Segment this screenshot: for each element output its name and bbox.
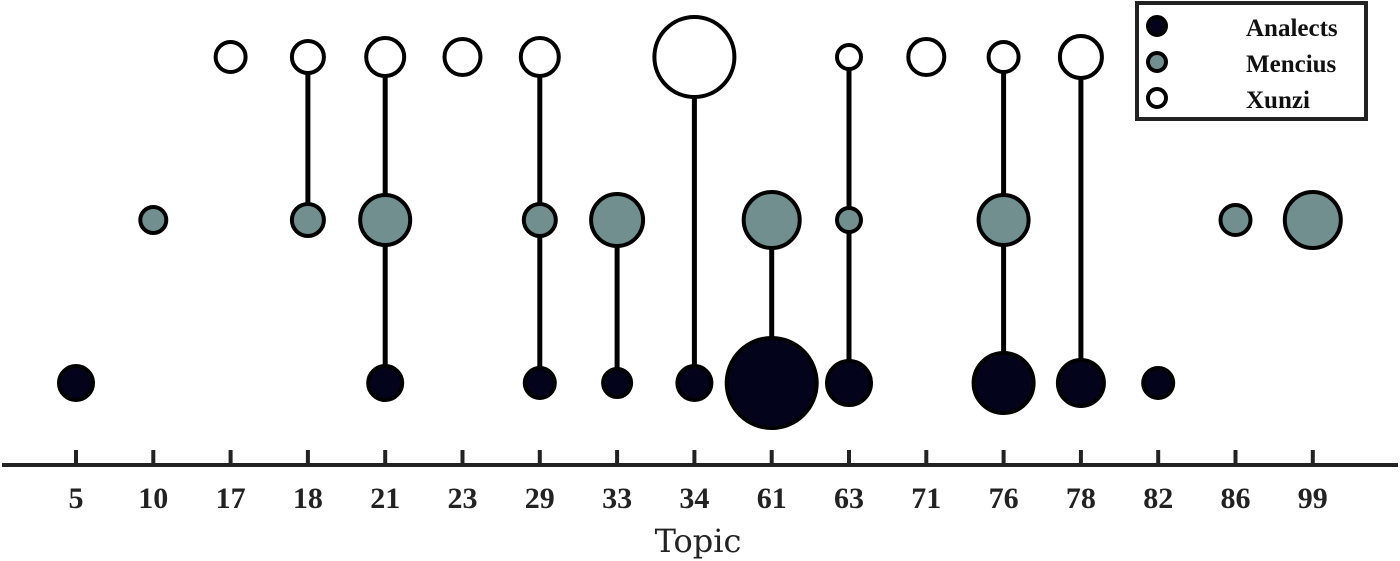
legend: Analects Mencius Xunzi	[1135, 1, 1368, 121]
connection-stems	[305, 57, 1084, 383]
legend-label-xunzi: Xunzi	[1246, 87, 1310, 114]
bubble-mencius	[521, 202, 558, 238]
legend-box	[1135, 1, 1368, 121]
bubble-mencius	[1218, 203, 1253, 237]
bubble-mencius	[589, 192, 646, 248]
x-tick-label: 23	[448, 482, 478, 515]
bubble-mencius	[289, 202, 326, 238]
legend-label-mencius: Mencius	[1246, 51, 1337, 78]
bubble-xunzi	[986, 40, 1021, 74]
legend-label-analects: Analects	[1246, 15, 1338, 42]
legend-marker-xunzi	[1146, 87, 1168, 109]
bubble-analects	[1141, 366, 1176, 400]
bubble-analects	[825, 359, 873, 407]
x-axis-tick-labels: 5 10 17 18 21 23 29 33 34 61 63 71 76 78 82 86 99	[69, 482, 1328, 515]
bubble-mencius	[138, 205, 169, 235]
x-tick-label: 71	[911, 482, 941, 515]
x-axis-title: Topic	[655, 522, 742, 560]
bubble-mencius	[976, 193, 1031, 247]
x-tick-label: 5	[69, 482, 84, 515]
bubble-analects	[971, 351, 1036, 415]
x-tick-label: 78	[1066, 482, 1096, 515]
bubble-xunzi	[652, 15, 737, 99]
x-tick-label: 10	[138, 482, 168, 515]
x-tick-label: 29	[525, 482, 555, 515]
legend-marker-mencius	[1146, 51, 1168, 73]
x-tick-label: 82	[1143, 482, 1173, 515]
x-tick-label: 86	[1221, 482, 1251, 515]
x-tick-label: 76	[989, 482, 1019, 515]
bubble-xunzi	[364, 36, 407, 78]
bubble-xunzi	[835, 43, 863, 71]
x-tick-label: 99	[1298, 482, 1328, 515]
bubble-mencius	[835, 206, 863, 234]
bubble-analects	[1055, 358, 1106, 408]
x-tick-label: 21	[370, 482, 400, 515]
bubble-analects	[522, 366, 557, 400]
bubble-analects	[57, 364, 95, 402]
data-bubbles	[57, 15, 1343, 430]
bubble-analects	[366, 364, 405, 402]
bubble-xunzi	[906, 37, 947, 77]
bubble-xunzi	[213, 40, 248, 74]
bubble-xunzi	[518, 36, 561, 78]
legend-marker-analects	[1146, 15, 1168, 37]
bubble-analects	[724, 336, 819, 430]
x-tick-label: 18	[293, 482, 323, 515]
x-axis-ticks	[74, 450, 1315, 465]
bubble-xunzi	[289, 39, 326, 75]
x-tick-label: 33	[602, 482, 632, 515]
bubble-mencius	[1282, 190, 1343, 250]
legend-items: Analects Mencius Xunzi	[1146, 15, 1338, 114]
bubble-mencius	[358, 193, 413, 247]
bubble-mencius	[741, 190, 802, 250]
x-tick-label: 61	[757, 482, 787, 515]
bubble-analects	[601, 367, 634, 399]
x-tick-label: 34	[679, 482, 709, 515]
x-tick-label: 17	[216, 482, 246, 515]
bubble-analects	[675, 364, 714, 402]
x-tick-label: 63	[834, 482, 864, 515]
bubble-xunzi	[1057, 34, 1104, 80]
bubble-xunzi	[442, 37, 483, 77]
